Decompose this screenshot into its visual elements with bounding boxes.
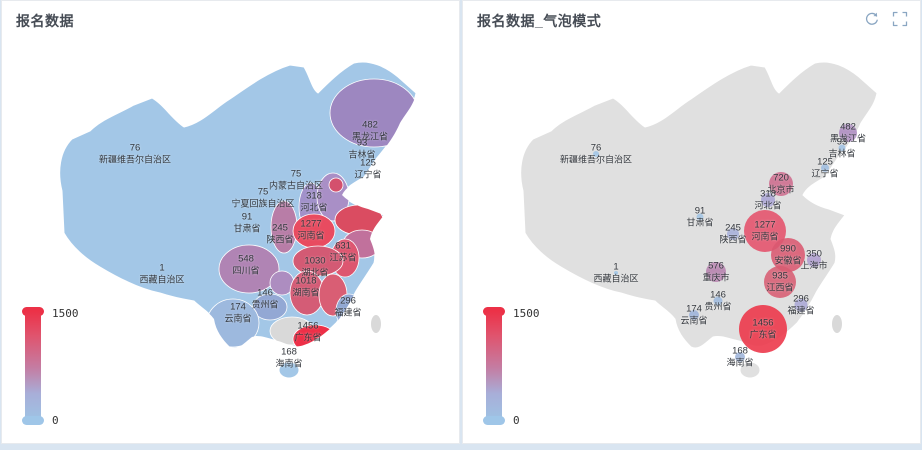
province-bubble[interactable] <box>727 228 739 240</box>
province-bubble[interactable] <box>706 262 726 282</box>
province-bubble[interactable] <box>713 296 723 306</box>
visualmap-min-label: 0 <box>513 414 520 427</box>
province-region[interactable] <box>328 177 344 193</box>
province-bubble[interactable] <box>744 210 786 252</box>
province-bubble[interactable] <box>794 298 808 312</box>
province-bubble[interactable] <box>807 253 821 267</box>
province-region[interactable] <box>292 213 336 249</box>
province-bubble[interactable] <box>764 266 796 298</box>
province-bubble[interactable] <box>838 144 846 152</box>
visualmap-max-label: 1500 <box>513 307 540 320</box>
taiwan-island <box>831 314 843 334</box>
province-region[interactable] <box>270 200 298 254</box>
province-region[interactable] <box>252 293 288 321</box>
province-bubble[interactable] <box>769 172 793 196</box>
province-bubble[interactable] <box>771 238 805 272</box>
visualmap-gradient-bar[interactable] <box>483 307 505 425</box>
china-outline[interactable] <box>520 61 878 349</box>
hainan-island[interactable] <box>739 361 761 379</box>
province-bubble[interactable] <box>593 151 599 157</box>
visualmap-legend[interactable]: 1500 0 <box>22 307 92 429</box>
visualmap-handle-min[interactable] <box>22 416 44 425</box>
panel-title: 报名数据 <box>16 13 74 29</box>
china-choropleth-map[interactable] <box>2 1 461 444</box>
panel-toolbar <box>864 11 908 27</box>
panel-registration-map: 报名数据 76 新疆维吾尔自治区 482 黑龙江省 93 吉林省 125 辽宁省 75 内蒙古自治… <box>1 0 460 444</box>
province-region[interactable] <box>218 244 280 294</box>
visualmap-max-label: 1500 <box>52 307 79 320</box>
province-region[interactable] <box>292 324 338 353</box>
china-bubble-map[interactable] <box>463 1 922 444</box>
province-region[interactable] <box>329 78 418 148</box>
province-bubble[interactable] <box>614 271 618 275</box>
visualmap-gradient <box>25 311 41 421</box>
province-bubble[interactable] <box>821 164 829 172</box>
taiwan-island <box>370 314 382 334</box>
visualmap-min-label: 0 <box>52 414 59 427</box>
hainan-island[interactable] <box>278 361 300 379</box>
province-bubble[interactable] <box>839 124 857 142</box>
province-bubble[interactable] <box>696 213 704 221</box>
panel-title: 报名数据_气泡模式 <box>477 13 602 29</box>
fullscreen-icon[interactable] <box>892 11 908 27</box>
province-region[interactable] <box>335 293 363 329</box>
province-region[interactable] <box>292 245 344 277</box>
visualmap-gradient-bar[interactable] <box>22 307 44 425</box>
province-bubble[interactable] <box>689 310 699 320</box>
province-bubble[interactable] <box>739 305 787 353</box>
panel-registration-bubble-map: 报名数据_气泡模式 76 新疆维吾尔自治区 482 黑龙江省 93 吉林省 125 辽宁省 72… <box>462 0 921 444</box>
province-bubble[interactable] <box>761 193 775 207</box>
visualmap-legend[interactable]: 1500 0 <box>483 307 553 429</box>
restore-icon[interactable] <box>864 11 880 27</box>
visualmap-handle-min[interactable] <box>483 416 505 425</box>
visualmap-gradient <box>486 311 502 421</box>
province-bubble[interactable] <box>735 352 745 362</box>
